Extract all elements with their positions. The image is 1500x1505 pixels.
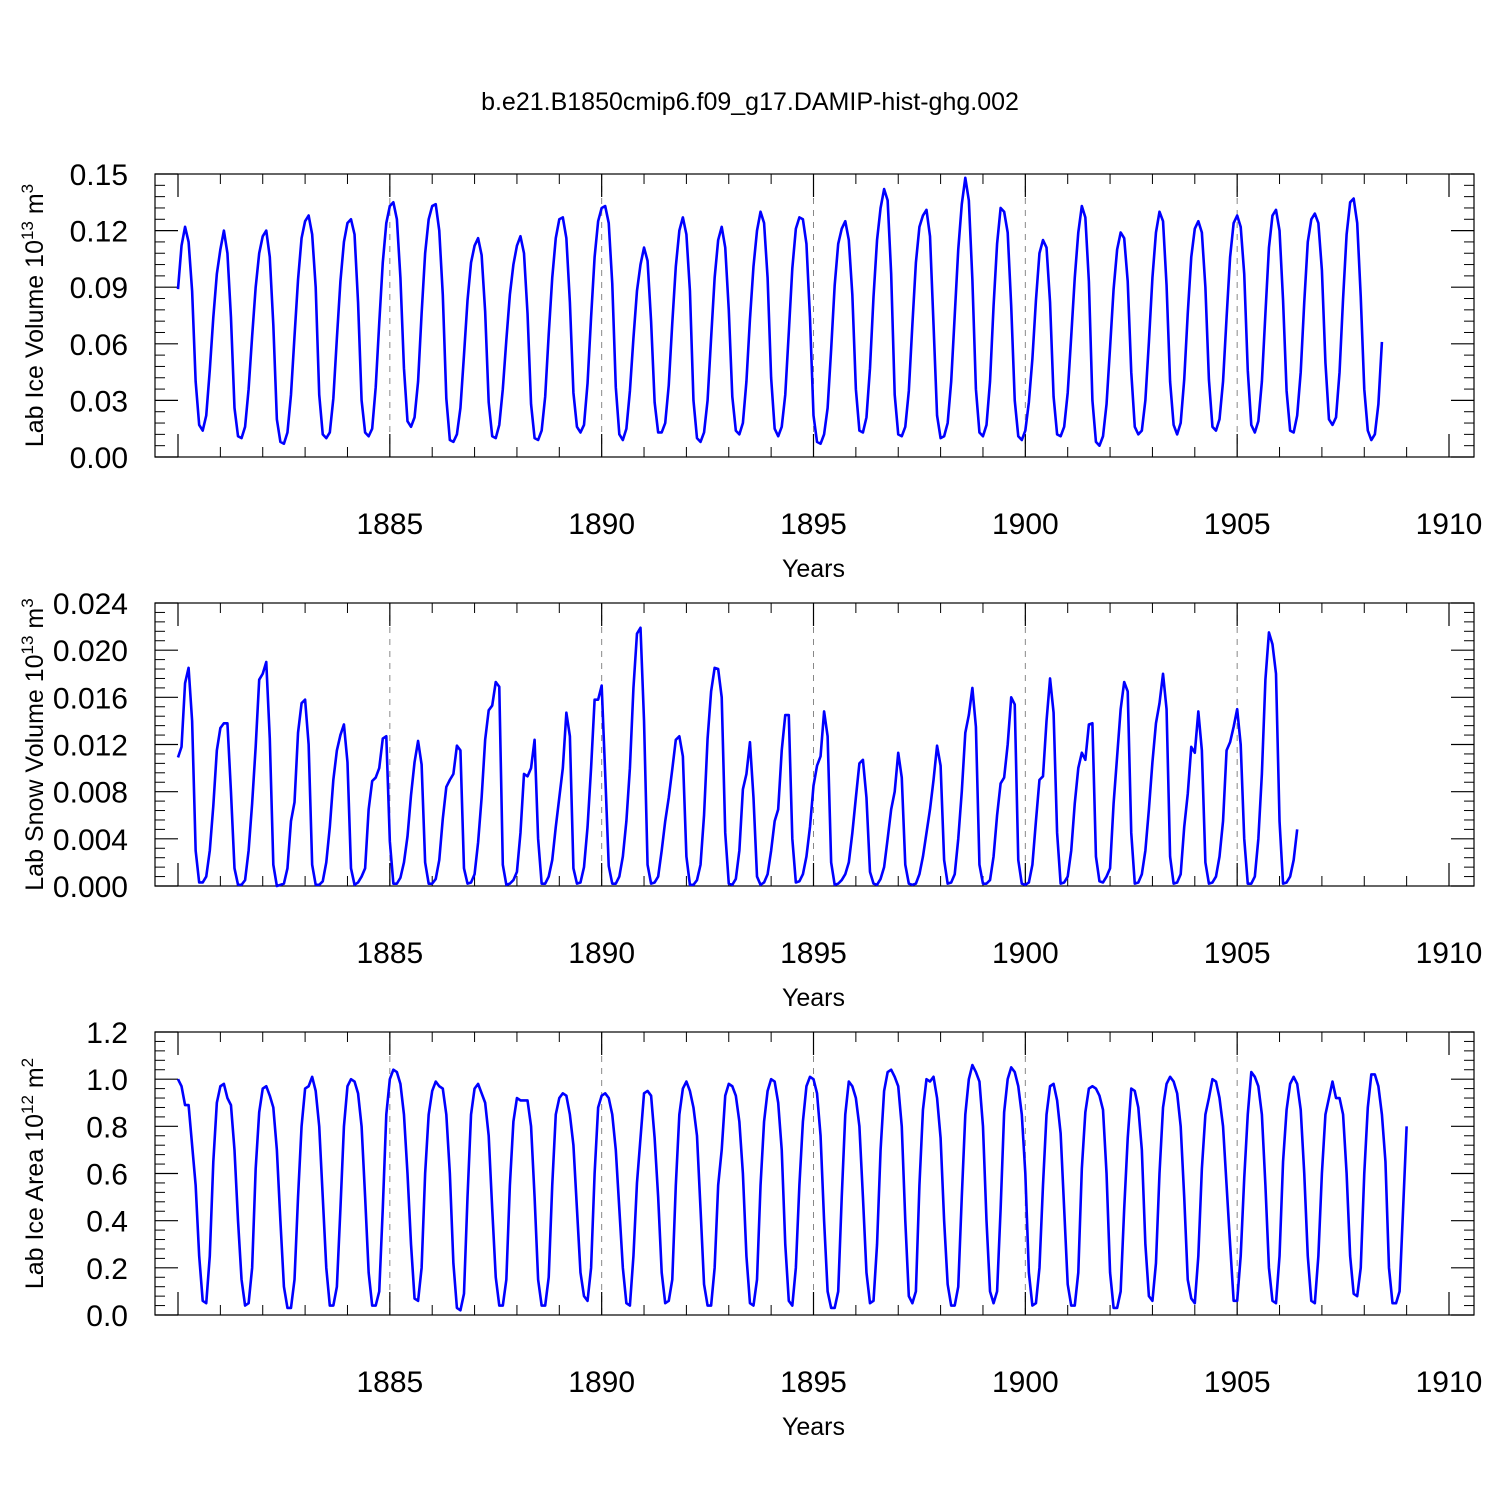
y-tick-label: 0.6 — [86, 1159, 128, 1192]
x-tick-label: 1895 — [780, 1366, 847, 1399]
plot-frame — [154, 1031, 1475, 1316]
y-tick-label: 0.004 — [53, 824, 128, 857]
x-tick-label: 1885 — [356, 1366, 423, 1399]
y-tick-label: 0.024 — [53, 588, 128, 621]
y-axis-label-ylabel: Lab Ice Area 10 — [21, 1114, 49, 1289]
y-axis-label-ylabel-exp: 12 — [18, 1095, 37, 1114]
y-axis-label: Lab Ice Volume 1013 m3 — [18, 184, 49, 447]
panel-3: 0.0 0.2 0.4 0.6 0.8 1.0 1.2 1885 1890 1895 1900 190… — [18, 1017, 1482, 1441]
panel-2: 0.000 0.004 0.008 0.012 0.016 0.020 0.024 1885 1… — [18, 588, 1482, 1012]
y-tick-label: 1.0 — [86, 1064, 128, 1097]
x-axis-label: Years — [782, 555, 845, 583]
y-tick-label: 0.00 — [70, 442, 128, 475]
x-tick-label: 1900 — [992, 937, 1059, 970]
y-axis-label-ylabel-unit-exp: 3 — [18, 184, 37, 193]
y-axis-label-ylabel: Lab Ice Volume 10 — [21, 240, 49, 447]
y-axis-label-ylabel-unit-exp: 2 — [18, 1058, 37, 1067]
x-axis-label: Years — [782, 984, 845, 1012]
y-axis-label-ylabel-unit: m — [21, 193, 49, 221]
y-tick-label: 0.09 — [70, 272, 128, 305]
y-axis-label-ylabel-exp: 13 — [18, 636, 37, 655]
y-tick-label: 0.12 — [70, 216, 128, 249]
y-axis-label-ylabel-unit: m — [21, 1067, 49, 1095]
series-line — [176, 176, 1384, 447]
x-tick-label: 1885 — [356, 508, 423, 541]
y-tick-label: 0.8 — [86, 1111, 128, 1144]
y-tick-label: 1.2 — [86, 1017, 128, 1050]
x-tick-label: 1905 — [1204, 937, 1271, 970]
chart-title: b.e21.B1850cmip6.f09_g17.DAMIP-hist-ghg.… — [481, 88, 1019, 116]
y-tick-label: 0.06 — [70, 329, 128, 362]
x-tick-label: 1890 — [568, 508, 635, 541]
series-line — [176, 1063, 1408, 1312]
y-axis-label: Lab Snow Volume 1013 m3 — [18, 598, 49, 890]
x-tick-label: 1885 — [356, 937, 423, 970]
y-tick-label: 0.008 — [53, 777, 128, 810]
x-tick-label: 1890 — [568, 937, 635, 970]
x-tick-label: 1890 — [568, 1366, 635, 1399]
x-tick-label: 1900 — [992, 508, 1059, 541]
plot-frame — [154, 173, 1475, 458]
series-line — [176, 626, 1299, 888]
x-tick-label: 1910 — [1416, 1366, 1483, 1399]
x-tick-label: 1905 — [1204, 508, 1271, 541]
y-tick-label: 0.016 — [53, 682, 128, 715]
y-axis-label-ylabel-exp: 13 — [18, 221, 37, 240]
x-tick-label: 1900 — [992, 1366, 1059, 1399]
y-tick-label: 0.0 — [86, 1300, 128, 1333]
x-tick-label: 1910 — [1416, 937, 1483, 970]
y-axis-label: Lab Ice Area 1012 m2 — [18, 1058, 49, 1289]
y-axis-label-ylabel-unit-exp: 3 — [18, 598, 37, 607]
y-tick-label: 0.2 — [86, 1253, 128, 1286]
y-axis-label-ylabel-unit: m — [21, 608, 49, 636]
x-tick-label: 1910 — [1416, 508, 1483, 541]
y-tick-label: 0.03 — [70, 385, 128, 418]
x-tick-label: 1895 — [780, 508, 847, 541]
x-tick-label: 1895 — [780, 937, 847, 970]
y-tick-label: 0.012 — [53, 730, 128, 763]
y-tick-label: 0.020 — [53, 635, 128, 668]
y-axis-label-ylabel: Lab Snow Volume 10 — [21, 654, 49, 890]
y-tick-label: 0.15 — [70, 159, 128, 192]
panel-1: 0.00 0.03 0.06 0.09 0.12 0.15 1885 1890 1895 1900… — [18, 159, 1482, 583]
x-tick-label: 1905 — [1204, 1366, 1271, 1399]
y-tick-label: 0.000 — [53, 871, 128, 904]
plot-frame — [154, 602, 1475, 887]
y-tick-label: 0.4 — [86, 1206, 128, 1239]
x-axis-label: Years — [782, 1413, 845, 1441]
